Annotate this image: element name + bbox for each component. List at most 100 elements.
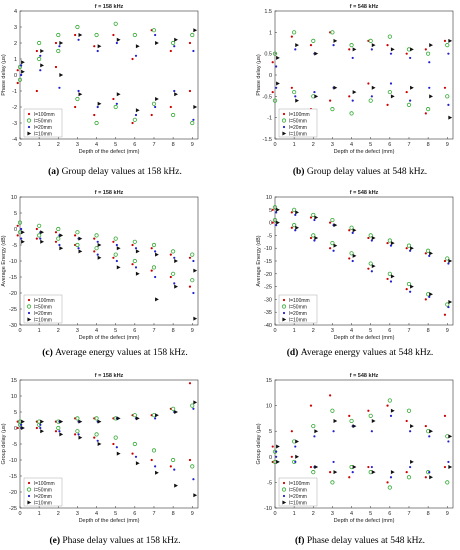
- y-tick-label: -15: [264, 259, 272, 265]
- data-point: [405, 90, 408, 94]
- legend-entry: l=10mm: [34, 500, 52, 506]
- legend-entry: l=20mm: [34, 125, 52, 131]
- data-point: [351, 231, 354, 234]
- data-point: [313, 90, 316, 94]
- data-point: [309, 404, 313, 407]
- y-tick-label: -10: [264, 506, 272, 512]
- data-point: [390, 47, 395, 52]
- x-tick-label: 3: [76, 511, 79, 517]
- data-point: [155, 470, 159, 475]
- caption-label: (b): [293, 166, 307, 177]
- data-point: [428, 86, 431, 89]
- data-point: [348, 229, 351, 232]
- data-point: [370, 95, 373, 98]
- y-tick-label: 0: [269, 221, 272, 227]
- legend-marker: [27, 494, 31, 498]
- data-point: [75, 416, 80, 421]
- data-point: [112, 97, 115, 101]
- data-point: [132, 413, 137, 418]
- data-point: [294, 460, 297, 464]
- data-point: [409, 99, 412, 102]
- data-point: [151, 448, 157, 453]
- data-point: [445, 480, 450, 485]
- data-point: [367, 465, 370, 469]
- data-point: [21, 69, 25, 74]
- data-point: [39, 237, 42, 240]
- legend-marker: [282, 500, 287, 505]
- data-point: [190, 464, 195, 469]
- data-point: [20, 227, 23, 231]
- data-point: [333, 470, 338, 475]
- data-point: [132, 258, 137, 264]
- data-point: [368, 38, 373, 43]
- data-point: [349, 111, 354, 116]
- data-point: [174, 284, 178, 289]
- data-point: [409, 430, 412, 433]
- x-tick-label: 8: [172, 328, 175, 334]
- data-point: [193, 493, 198, 498]
- x-tick-label: 6: [133, 142, 136, 148]
- legend-entry: l=50mm: [34, 487, 52, 493]
- data-point: [37, 40, 42, 46]
- data-point: [424, 48, 427, 51]
- data-point: [367, 236, 370, 240]
- data-point: [17, 77, 23, 82]
- data-point: [40, 429, 45, 434]
- series-3: [275, 414, 450, 479]
- data-point: [330, 217, 335, 223]
- legend-marker: [27, 311, 31, 315]
- legend-entry: l=50mm: [289, 118, 307, 124]
- data-point: [426, 107, 431, 112]
- x-tick-label: 4: [350, 142, 353, 148]
- data-point: [59, 233, 64, 238]
- data-point: [78, 435, 83, 440]
- x-tick-label: 5: [369, 511, 372, 517]
- data-point: [329, 99, 332, 102]
- y-tick-label: -20: [264, 272, 272, 278]
- data-point: [368, 233, 373, 238]
- y-tick-label: -10: [9, 458, 17, 464]
- data-point: [330, 480, 335, 485]
- data-point: [424, 112, 427, 115]
- data-point: [193, 28, 198, 33]
- data-point: [314, 429, 319, 434]
- data-point: [443, 414, 447, 417]
- data-point: [370, 48, 373, 51]
- x-axis-label: Depth of the defect (mm): [79, 335, 140, 341]
- data-point: [188, 382, 192, 385]
- data-point: [409, 249, 412, 252]
- data-point: [17, 220, 23, 225]
- x-tick-label: 7: [407, 142, 410, 148]
- data-point: [94, 32, 99, 38]
- data-point: [351, 56, 354, 60]
- legend-entry: l=100mm: [289, 298, 310, 304]
- data-point: [59, 73, 64, 77]
- x-tick-label: 7: [152, 328, 155, 334]
- data-point: [276, 55, 280, 60]
- data-point: [406, 408, 412, 413]
- chart-6: f = 548 kHz 0 1 2 3 4 5 6 7 8 9 -10 -5 0 5 10 15 Depth of…: [256, 373, 454, 546]
- legend-entry: l=10mm: [34, 317, 52, 323]
- data-point: [290, 226, 293, 229]
- y-tick-label: -35: [264, 310, 272, 316]
- legend-marker: [26, 487, 32, 492]
- data-point: [330, 30, 335, 35]
- data-point: [97, 44, 102, 49]
- data-point: [349, 418, 354, 424]
- y-tick-label: -25: [9, 307, 17, 313]
- data-point: [77, 247, 80, 250]
- data-point: [352, 253, 357, 258]
- x-tick-label: 0: [18, 511, 21, 517]
- data-point: [275, 86, 278, 89]
- data-point: [428, 295, 431, 298]
- x-tick-label: 9: [446, 328, 449, 334]
- y-tick-label: 5: [269, 208, 272, 214]
- data-point: [330, 408, 335, 413]
- data-point: [448, 115, 453, 120]
- data-point: [445, 43, 450, 48]
- data-point: [40, 63, 45, 68]
- data-point: [313, 435, 316, 438]
- data-point: [290, 455, 293, 458]
- data-point: [351, 99, 354, 102]
